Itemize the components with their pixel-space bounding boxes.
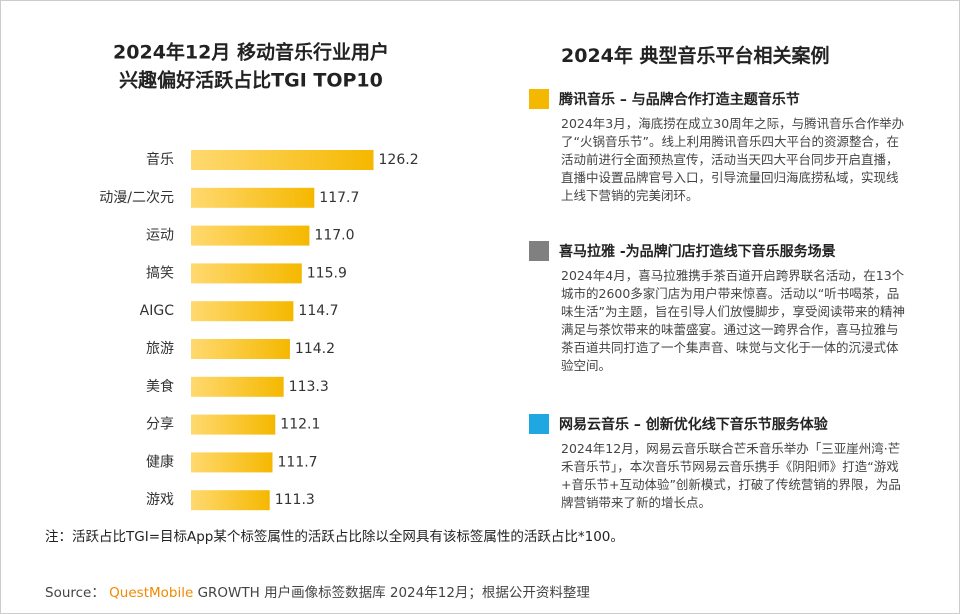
note: 注：活跃占比TGI=目标App某个标签属性的活跃占比除以全网具有该标签属性的活跃…: [45, 529, 624, 545]
bar: [191, 490, 270, 511]
case-marker: [529, 89, 549, 109]
y-tick-label: 美食: [146, 378, 174, 395]
bar: [191, 301, 294, 322]
bar: [191, 150, 374, 170]
bar: [191, 339, 290, 359]
y-tick-label: 音乐: [146, 151, 174, 168]
source-text: GROWTH 用户画像标签数据库 2024年12月；根据公开资料整理: [197, 585, 590, 601]
data-label: 114.7: [298, 303, 338, 319]
data-label: 117.7: [319, 190, 359, 206]
source-label: Source：: [45, 585, 105, 601]
y-tick-label: 分享: [146, 416, 174, 433]
data-label: 112.1: [280, 417, 320, 433]
bar: [191, 263, 302, 284]
chart: 2024年12月 移动音乐行业用户 兴趣偏好活跃占比TGI TOP10 音乐 12…: [99, 41, 419, 511]
chart-title: 2024年12月 移动音乐行业用户: [113, 41, 389, 64]
case-heading: 腾讯音乐 – 与品牌合作打造主题音乐节: [559, 92, 800, 108]
case-heading-row: 腾讯音乐 – 与品牌合作打造主题音乐节: [529, 89, 909, 109]
case-heading-row: 喜马拉雅 -为品牌门店打造线下音乐服务场景: [529, 241, 909, 261]
y-tick-label: 游戏: [146, 492, 174, 508]
case-marker: [529, 414, 549, 434]
case: 网易云音乐 – 创新优化线下音乐节服务体验 2024年12月，网易云音乐联合芒禾音…: [529, 414, 909, 512]
y-tick-label: 旅游: [146, 341, 174, 357]
data-label: 115.9: [307, 265, 347, 281]
case: 腾讯音乐 – 与品牌合作打造主题音乐节 2024年3月，海底捞在成立30周年之际，…: [529, 89, 909, 205]
y-tick-label: 运动: [146, 228, 174, 244]
data-label: 111.3: [275, 492, 315, 508]
y-tick-label: AIGC: [140, 303, 175, 319]
case-heading: 喜马拉雅 -为品牌门店打造线下音乐服务场景: [559, 244, 836, 260]
source: Source： QuestMobile GROWTH 用户画像标签数据库 202…: [45, 581, 590, 601]
case-heading-row: 网易云音乐 – 创新优化线下音乐节服务体验: [529, 414, 909, 434]
bar: [191, 187, 315, 208]
y-tick-label: 健康: [146, 453, 174, 470]
case-text: 2024年12月，网易云音乐联合芒禾音乐举办「三亚崖州湾·芒禾音乐节」，本次音乐…: [561, 441, 901, 510]
case-heading: 网易云音乐 – 创新优化线下音乐节服务体验: [559, 417, 828, 433]
bar: [191, 376, 284, 397]
data-label: 117.0: [314, 228, 354, 244]
data-label: 114.2: [295, 341, 335, 357]
source-brand: QuestMobile: [109, 585, 194, 601]
case-text: 2024年3月，海底捞在成立30周年之际，与腾讯音乐合作举办了“火锅音乐节”。线…: [561, 116, 905, 203]
y-tick-label: 动漫/二次元: [99, 190, 174, 206]
chart-title: 兴趣偏好活跃占比TGI TOP10: [119, 69, 383, 92]
y-tick-label: 搞笑: [146, 265, 174, 281]
case-marker: [529, 241, 549, 261]
data-label: 113.3: [289, 379, 329, 395]
data-label: 126.2: [379, 152, 419, 168]
cases-title: 2024年 典型音乐平台相关案例: [561, 45, 830, 67]
case-text: 2024年4月，喜马拉雅携手茶百道开启跨界联名活动，在13个城市的2600多家门…: [561, 268, 905, 373]
case: 喜马拉雅 -为品牌门店打造线下音乐服务场景 2024年4月，喜马拉雅携手茶百道开启…: [529, 241, 909, 375]
data-label: 111.7: [278, 454, 318, 470]
bar: [191, 452, 273, 473]
bar: [191, 414, 276, 435]
bar: [191, 225, 310, 246]
